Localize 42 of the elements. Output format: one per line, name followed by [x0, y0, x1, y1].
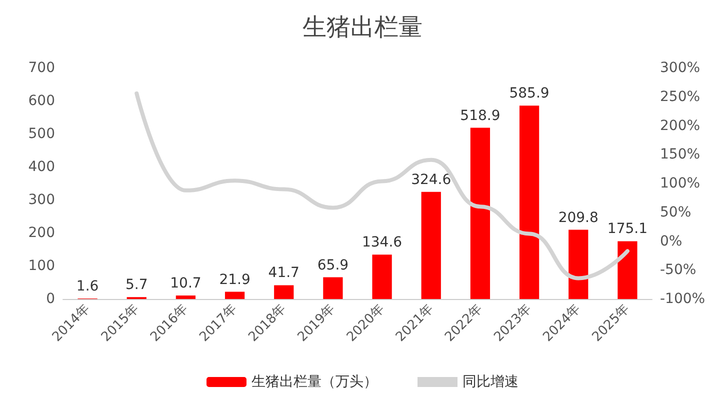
- bar: [176, 295, 196, 299]
- data-label: 5.7: [125, 277, 148, 294]
- bar: [323, 277, 343, 299]
- bar: [470, 128, 490, 299]
- bar: [618, 241, 638, 299]
- data-label: 41.7: [268, 265, 300, 282]
- y2-tick-label: 50%: [660, 204, 692, 220]
- y2-tick-label: 300%: [660, 60, 700, 76]
- bar: [519, 106, 540, 299]
- y-tick-label: 0: [46, 291, 55, 307]
- y-tick-label: 300: [28, 192, 55, 208]
- y-tick-label: 100: [28, 258, 55, 274]
- legend-label: 生猪出栏量（万头）: [252, 374, 378, 390]
- y-tick-label: 700: [28, 60, 55, 76]
- data-label: 175.1: [607, 221, 648, 238]
- y-tick-label: 500: [28, 126, 55, 142]
- y2-tick-label: 250%: [660, 88, 700, 105]
- bar: [224, 292, 245, 299]
- data-label: 324.6: [411, 172, 452, 188]
- legend-label: 同比增速: [462, 374, 518, 390]
- y2-tick-label: 200%: [660, 118, 700, 134]
- bar: [372, 254, 392, 299]
- bar: [421, 192, 441, 299]
- bar: [568, 230, 588, 299]
- data-label: 21.9: [219, 272, 250, 288]
- data-label: 65.9: [317, 257, 349, 274]
- chart-title: 生猪出栏量: [302, 13, 422, 41]
- y2-tick-label: -50%: [660, 262, 696, 278]
- y2-tick-label: -100%: [660, 291, 706, 307]
- data-label: 1.6: [76, 278, 99, 294]
- y-tick-label: 600: [28, 93, 55, 109]
- y-tick-label: 400: [28, 159, 55, 175]
- data-label: 134.6: [362, 234, 402, 251]
- y-tick-label: 200: [28, 225, 55, 241]
- data-label: 585.9: [509, 86, 550, 102]
- data-label: 209.8: [558, 210, 598, 226]
- data-label: 518.9: [460, 108, 500, 124]
- y2-tick-label: 100%: [660, 176, 700, 192]
- y2-tick-label: 150%: [660, 146, 700, 163]
- data-label: 10.7: [170, 275, 202, 292]
- y2-tick-label: 0%: [660, 233, 682, 250]
- bar: [274, 285, 294, 299]
